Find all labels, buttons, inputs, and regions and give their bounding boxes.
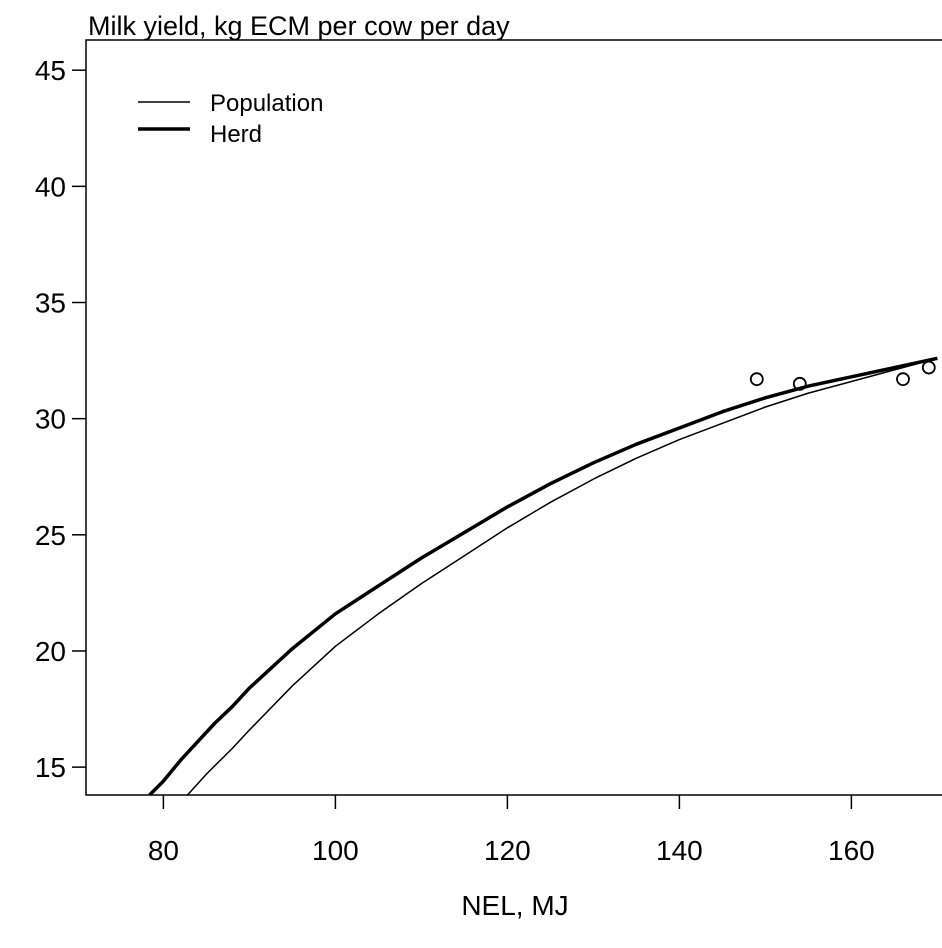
plot-frame (85, 39, 942, 796)
y-tick-label: 15 (35, 752, 66, 783)
series-line-herd (148, 356, 938, 795)
data-point (749, 372, 764, 387)
x-axis: 80 100 120 140 160 (148, 795, 875, 866)
y-tick-label: 20 (35, 636, 66, 667)
legend: Population Herd (138, 90, 323, 148)
y-axis: 15 20 25 30 35 40 45 (35, 55, 86, 783)
x-axis-label: NEL, MJ (461, 890, 568, 921)
x-tick-label: 160 (828, 835, 875, 866)
data-point (921, 360, 936, 375)
y-tick-label: 35 (35, 288, 66, 319)
y-tick-label: 40 (35, 171, 66, 202)
chart-title: Milk yield, kg ECM per cow per day (88, 11, 510, 41)
legend-label-population: Population (210, 90, 323, 117)
x-tick-label: 80 (148, 835, 179, 866)
series-line-population (186, 357, 938, 795)
y-tick-label: 25 (35, 520, 66, 551)
y-tick-label: 30 (35, 404, 66, 435)
legend-label-herd: Herd (210, 121, 262, 148)
data-point (896, 372, 910, 387)
x-tick-label: 120 (484, 835, 531, 866)
x-tick-label: 100 (312, 835, 359, 866)
data-point (792, 376, 807, 391)
y-tick-label: 45 (35, 55, 66, 86)
x-tick-label: 140 (656, 835, 703, 866)
plot-series (148, 356, 938, 795)
